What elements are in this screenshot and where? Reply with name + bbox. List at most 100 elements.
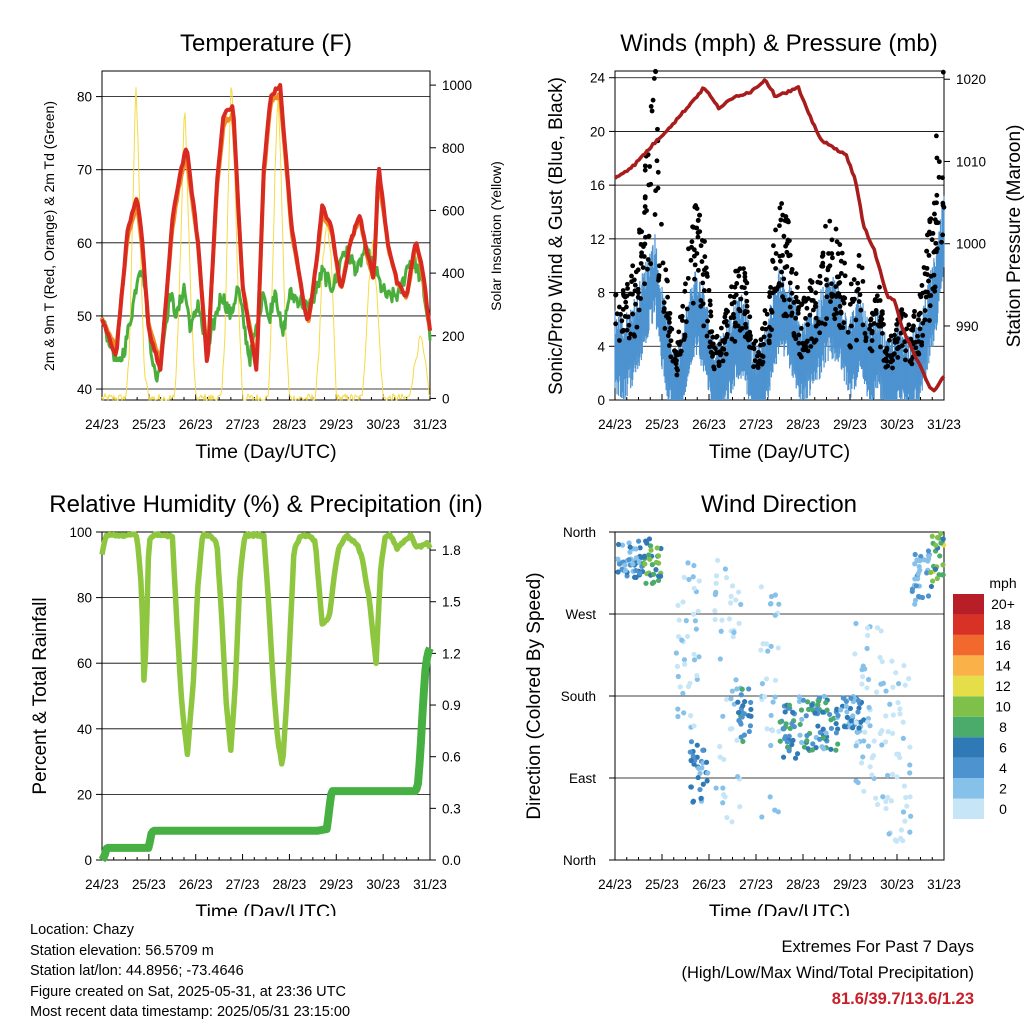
panel4-direction-point xyxy=(720,785,726,791)
panel2-gust-point xyxy=(635,294,641,300)
panel4-xtick-label: 25/23 xyxy=(645,877,679,892)
panel4-direction-point xyxy=(735,589,742,595)
panel2-gust-point xyxy=(793,294,799,300)
panel4-direction-point xyxy=(824,707,830,713)
panel4-direction-point xyxy=(675,602,681,608)
panel4-direction-point xyxy=(838,707,844,713)
panel2-gust-point xyxy=(698,298,704,303)
panel4-direction-point xyxy=(885,772,891,779)
panel4-direction-point xyxy=(717,754,723,760)
panel1-xtick-label: 28/23 xyxy=(273,417,307,432)
colorbar-swatch xyxy=(953,594,984,615)
panel2-gust-point xyxy=(793,315,799,321)
panel4-direction-point xyxy=(681,710,687,716)
panel4-direction-point xyxy=(782,709,788,715)
panel4-direction-point xyxy=(859,681,865,687)
panel4-direction-point xyxy=(814,706,821,712)
panel2-gust-point xyxy=(936,159,942,165)
panel4-direction-point xyxy=(688,713,694,719)
panel2-gust-point xyxy=(851,277,857,282)
panel4-direction-point xyxy=(675,673,681,680)
panel4-direction-point xyxy=(651,571,657,577)
panel2-gust-point xyxy=(624,327,630,333)
panel2-gust-point xyxy=(702,254,708,260)
panel2-gust-point xyxy=(920,290,926,296)
panel4-direction-point xyxy=(864,645,870,652)
panel2-gust-point xyxy=(703,265,709,271)
panel2-gust-point xyxy=(837,294,843,300)
panel4-direction-point xyxy=(894,774,900,780)
panel4-direction-point xyxy=(735,699,741,705)
panel4-direction-point xyxy=(768,742,774,749)
panel4-direction-point xyxy=(925,593,932,599)
panel4-direction-point xyxy=(717,656,723,662)
panel2-gust-point xyxy=(663,267,669,273)
panel4-direction-point xyxy=(776,601,782,607)
panel2-gust-point xyxy=(860,278,866,284)
panel2-gust-point xyxy=(801,343,807,349)
panel4-direction-point xyxy=(786,733,792,739)
panel4-direction-point xyxy=(700,747,706,753)
panel2-gust-point xyxy=(767,294,772,300)
panel4-direction-point xyxy=(775,645,781,651)
panel1-ytick-label: 50 xyxy=(77,309,92,324)
panel2-gust-point xyxy=(684,306,690,312)
panel2-gust-point xyxy=(869,310,875,316)
panel4-direction-point xyxy=(906,676,912,682)
panel4-direction-point xyxy=(797,721,803,728)
panel4-direction-point xyxy=(926,556,932,562)
panel4-direction-point xyxy=(897,711,903,717)
panel4-xtick-label: 26/23 xyxy=(692,877,726,892)
panel1-ytick-label: 80 xyxy=(77,90,92,105)
panel4-direction-point xyxy=(677,684,683,690)
panel3-ytick-label: 0 xyxy=(84,853,92,868)
panel4-direction-point xyxy=(636,559,642,565)
panel4-direction-point xyxy=(747,723,754,729)
panel2-gust-point xyxy=(708,313,714,319)
panel4-direction-point xyxy=(740,703,746,709)
panel2-gust-point xyxy=(707,298,713,304)
panel2-gust-point xyxy=(679,318,685,323)
panel2-gust-point xyxy=(884,358,890,364)
panel4-direction-point xyxy=(690,611,697,617)
panel4-direction-point xyxy=(828,725,835,732)
panel2-gust-point xyxy=(758,342,763,348)
panel2-gust-point xyxy=(931,200,937,206)
panel2-gust-point xyxy=(759,326,765,332)
panel2-gust-point xyxy=(707,344,713,350)
panel4-direction-point xyxy=(647,556,653,562)
panel2-gust-point xyxy=(655,126,660,132)
panel4-direction-point xyxy=(938,531,944,537)
panel4-direction-point xyxy=(853,719,859,726)
panel4-direction-point xyxy=(712,616,718,623)
panel2-gust-point xyxy=(927,303,933,309)
panel2-gust-point xyxy=(832,316,838,322)
panel4-direction-point xyxy=(820,726,826,732)
panel4-direction-point xyxy=(688,784,694,790)
panel1-ytick-label: 40 xyxy=(77,382,92,397)
panel2-gust-point xyxy=(854,337,859,343)
panel4-direction-point xyxy=(675,713,681,720)
panel4-direction-point xyxy=(929,533,935,539)
panel4-direction-point xyxy=(690,753,696,759)
panel4-direction-point xyxy=(834,706,840,712)
panel2-gust-point xyxy=(766,340,772,346)
panel2-gust-point xyxy=(656,277,661,283)
panel2-gust-point xyxy=(638,241,644,247)
panel2-gust-point xyxy=(781,276,787,282)
panel4-direction-point xyxy=(934,575,940,582)
panel4-direction-point xyxy=(713,785,719,791)
panel4-direction-point xyxy=(720,800,726,806)
panel2-gust-point xyxy=(834,239,840,245)
panel2-gust-point xyxy=(642,194,648,200)
panel1-y2tick-label: 200 xyxy=(442,329,465,344)
panel4-direction-point xyxy=(809,747,816,753)
panel4-direction-point xyxy=(644,540,650,546)
panel4-direction-point xyxy=(783,721,789,727)
panel4-direction-point xyxy=(735,773,741,780)
info-recent: Most recent data timestamp: 2025/05/31 2… xyxy=(30,1004,351,1020)
panel2-gust-point xyxy=(665,311,671,317)
panel2-gust-point xyxy=(940,232,946,238)
panel4-direction-point xyxy=(902,818,908,824)
panel2-gust-point xyxy=(742,270,748,276)
